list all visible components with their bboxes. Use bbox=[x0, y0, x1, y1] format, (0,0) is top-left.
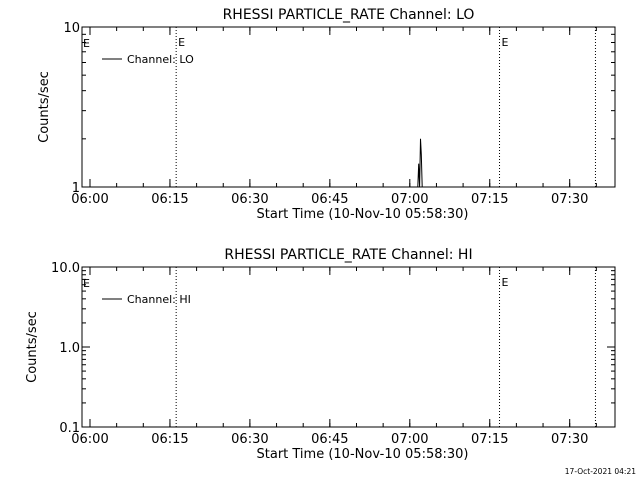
footer-timestamp: 17-Oct-2021 04:21 bbox=[565, 467, 636, 476]
legend: Channel: HI bbox=[102, 293, 191, 306]
x-tick-label: 06:30 bbox=[231, 192, 268, 207]
x-tick-label: 07:00 bbox=[391, 192, 428, 207]
legend-label: Channel: LO bbox=[127, 53, 194, 66]
event-marker-label: E bbox=[502, 276, 509, 289]
plot-frame bbox=[81, 266, 616, 428]
chart-panel-1: RHESSI PARTICLE_RATE Channel: LO 1 10 Count… bbox=[37, 7, 616, 222]
chart-title: RHESSI PARTICLE_RATE Channel: HI bbox=[224, 247, 472, 263]
x-axis-label: Start Time (10-Nov-10 05:58:30) bbox=[257, 207, 469, 222]
chart-panel-2: RHESSI PARTICLE_RATE Channel: HI 0.1 1.0 10… bbox=[25, 247, 616, 462]
y-tick-label: 10.0 bbox=[51, 261, 80, 276]
x-tick-label: 06:00 bbox=[71, 432, 108, 447]
y-tick-label: 1.0 bbox=[59, 341, 80, 356]
x-tick-label: 07:00 bbox=[391, 432, 428, 447]
edge-marker-label: E bbox=[83, 37, 90, 50]
y-tick-label: 0.1 bbox=[59, 421, 80, 436]
x-tick-label: 07:15 bbox=[471, 192, 508, 207]
x-tick-label: 06:30 bbox=[231, 432, 268, 447]
x-tick-label: 07:30 bbox=[551, 432, 588, 447]
edge-marker-label: E bbox=[83, 277, 90, 290]
plot-frame bbox=[81, 26, 616, 188]
data-series-line bbox=[417, 138, 423, 188]
chart-title: RHESSI PARTICLE_RATE Channel: LO bbox=[223, 7, 475, 23]
legend-label: Channel: HI bbox=[127, 293, 191, 306]
y-tick-label: 10 bbox=[63, 21, 80, 36]
y-axis-label: Counts/sec bbox=[25, 311, 40, 383]
x-tick-label: 06:15 bbox=[151, 432, 188, 447]
x-tick-label: 07:15 bbox=[471, 432, 508, 447]
event-marker-label: E bbox=[502, 36, 509, 49]
x-axis-label: Start Time (10-Nov-10 05:58:30) bbox=[257, 447, 469, 462]
y-axis-label: Counts/sec bbox=[37, 71, 52, 143]
x-tick-label: 06:00 bbox=[71, 192, 108, 207]
x-tick-label: 06:45 bbox=[311, 432, 348, 447]
y-tick-label: 1 bbox=[72, 181, 80, 196]
x-tick-label: 07:30 bbox=[551, 192, 588, 207]
x-tick-label: 06:45 bbox=[311, 192, 348, 207]
legend: Channel: LO bbox=[102, 53, 194, 66]
event-marker-label: E bbox=[178, 36, 185, 49]
x-tick-label: 06:15 bbox=[151, 192, 188, 207]
